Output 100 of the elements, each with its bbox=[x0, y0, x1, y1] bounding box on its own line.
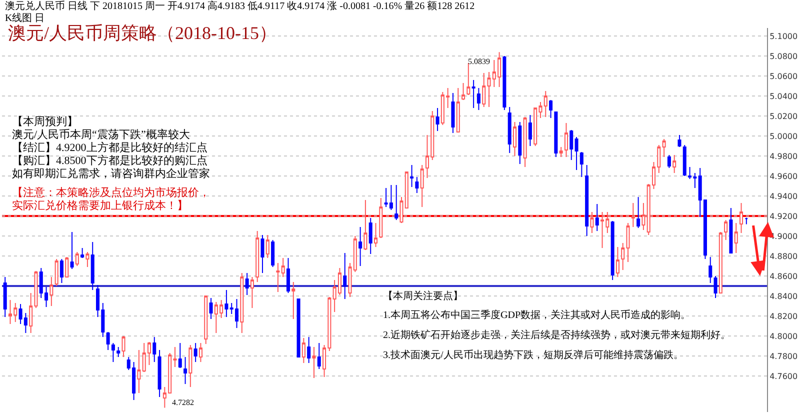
candlestick bbox=[256, 230, 260, 282]
candlestick bbox=[508, 106, 512, 154]
candlestick bbox=[260, 234, 264, 274]
y-tick-label: 5.0400 bbox=[770, 92, 798, 101]
candlestick bbox=[662, 138, 666, 158]
candlestick bbox=[642, 202, 646, 230]
candlestick bbox=[714, 276, 718, 298]
candlestick bbox=[724, 220, 728, 240]
annotation: 如有即期汇兑需求，请咨询群内企业管家 bbox=[12, 167, 210, 180]
candlestick bbox=[734, 222, 738, 254]
candlestick bbox=[610, 220, 614, 280]
candlestick bbox=[523, 116, 527, 168]
candlestick bbox=[462, 82, 466, 100]
candlestick bbox=[50, 276, 54, 306]
candlestick bbox=[466, 62, 470, 96]
chart-title: 澳元/人民币周策略（2018-10-15） bbox=[8, 23, 277, 43]
candlestick bbox=[240, 272, 244, 334]
candlestick bbox=[266, 234, 270, 258]
y-tick-label: 5.0200 bbox=[770, 112, 798, 121]
annotation: 【本周预判】 bbox=[12, 115, 78, 128]
candlestick bbox=[292, 282, 296, 320]
candlestick bbox=[54, 258, 58, 286]
annotation: 【注意：本策略涉及点位均为市场报价， bbox=[12, 186, 210, 199]
candlestick bbox=[420, 164, 424, 208]
candlestick bbox=[204, 296, 208, 344]
candlestick bbox=[198, 342, 202, 362]
candlestick bbox=[672, 154, 676, 174]
candlestick bbox=[564, 122, 568, 158]
annotation: 实际汇兑价格需要加上银行成本！】 bbox=[12, 199, 188, 212]
candlestick bbox=[682, 144, 686, 176]
candlestick bbox=[158, 350, 162, 398]
candlestick bbox=[415, 176, 419, 194]
candlestick bbox=[116, 346, 120, 358]
y-tick-label: 4.7600 bbox=[770, 372, 798, 381]
candlestick bbox=[394, 184, 398, 220]
text: K线图 日 bbox=[5, 12, 45, 24]
candlestick bbox=[281, 258, 285, 278]
candlestick bbox=[250, 276, 254, 308]
candlestick bbox=[631, 202, 635, 228]
candlestick bbox=[60, 258, 64, 284]
annotation: 澳元/人民币本周“震荡下跌”概率较大 bbox=[12, 128, 190, 141]
candlestick bbox=[595, 204, 599, 232]
candlestick bbox=[590, 212, 594, 234]
candlestick bbox=[358, 226, 362, 266]
candlestick bbox=[512, 122, 517, 156]
candlestick bbox=[65, 256, 69, 278]
y-tick-label: 4.9800 bbox=[770, 152, 798, 161]
candlestick bbox=[245, 272, 249, 296]
candlestick bbox=[302, 338, 306, 364]
candlestick bbox=[379, 198, 383, 238]
y-tick-label: 4.9600 bbox=[770, 172, 798, 181]
candlestick bbox=[3, 276, 7, 318]
candlestick bbox=[80, 248, 84, 258]
candlestick bbox=[574, 136, 578, 170]
y-tick-label: 5.1000 bbox=[770, 32, 798, 41]
annotation: 1.本周五将公布中国三季度GDP数据，关注其或对人民币造成的影响。 bbox=[383, 309, 691, 321]
y-tick-label: 4.8600 bbox=[770, 272, 798, 281]
candlestick bbox=[549, 100, 553, 118]
y-tick-label: 5.0600 bbox=[770, 72, 798, 81]
candlestick bbox=[122, 336, 126, 358]
candlestick bbox=[476, 88, 480, 110]
candlestick bbox=[90, 242, 94, 290]
annotation: 3.技术面澳元/人民币出现趋势下跌，短期反弹后可能维持震荡偏跌。 bbox=[383, 349, 684, 361]
candlestick bbox=[364, 200, 368, 250]
candlestick bbox=[678, 134, 682, 148]
candlestick bbox=[374, 222, 378, 248]
candlestick bbox=[137, 350, 141, 394]
candlestick bbox=[296, 298, 300, 358]
candlestick bbox=[70, 232, 74, 270]
candlestick bbox=[184, 356, 188, 384]
candlestick bbox=[436, 108, 440, 132]
y-tick-label: 5.0800 bbox=[770, 52, 798, 61]
candlestick bbox=[188, 344, 192, 388]
y-tick-label: 4.8200 bbox=[770, 312, 798, 321]
candlestick bbox=[178, 342, 182, 368]
annotation: 【结汇】4.9200上方都是比较好的结汇点 bbox=[12, 141, 208, 154]
y-tick-label: 4.8000 bbox=[770, 332, 798, 341]
candlestick bbox=[276, 262, 280, 292]
annotation: 【购汇】4.8500下方都是比较好的购汇点 bbox=[12, 154, 208, 167]
candlestick bbox=[343, 252, 347, 300]
candlestick bbox=[502, 56, 506, 110]
candlestick bbox=[718, 232, 722, 294]
candlestick bbox=[307, 336, 311, 364]
candlestick bbox=[410, 164, 414, 188]
y-tick-label: 5.0000 bbox=[770, 132, 798, 141]
annotation: 2.近期铁矿石开始逐步走强，关注后续是否持续强势，或对澳元带来短期利好。 bbox=[383, 329, 730, 341]
candlestick bbox=[729, 208, 733, 254]
text: 澳元兑人民币 日线 下 20181015 周一 开4.9174 高4.9183 低4.9117 收4.9174 涨 -0.0081 -0.16% 量26 额128 2612 bbox=[5, 0, 475, 12]
candlestick bbox=[585, 164, 589, 236]
candlestick bbox=[570, 130, 574, 160]
candlestick bbox=[224, 290, 228, 318]
candlestick bbox=[86, 252, 90, 268]
candlestick bbox=[559, 146, 563, 158]
candlestick bbox=[667, 154, 671, 168]
y-tick-label: 4.7800 bbox=[770, 352, 798, 361]
candlestick bbox=[554, 112, 558, 158]
candlestick bbox=[528, 114, 532, 146]
candlestick bbox=[75, 252, 79, 266]
annotation: 【本周关注要点】 bbox=[383, 290, 463, 302]
y-tick-label: 4.9200 bbox=[770, 212, 798, 221]
